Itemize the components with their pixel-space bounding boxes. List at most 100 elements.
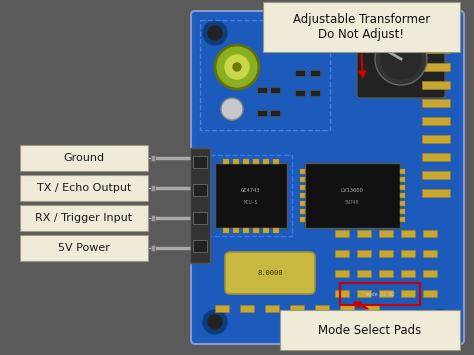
Bar [422,81,450,89]
Bar [243,159,249,164]
Bar [401,290,415,297]
FancyBboxPatch shape [357,20,445,98]
Bar [357,290,371,297]
Bar [422,153,450,161]
Bar [379,310,393,317]
Bar [422,63,450,71]
Text: Mode Select Pads: Mode Select Pads [319,323,422,337]
Bar [290,305,304,312]
Bar [357,250,371,257]
Bar [280,310,460,350]
Bar [335,250,349,257]
Text: TX / Echo Output: TX / Echo Output [37,183,131,193]
Circle shape [233,63,241,71]
Bar [300,169,305,174]
Bar [423,290,437,297]
Text: RX / Trigger Input: RX / Trigger Input [36,213,133,223]
Circle shape [221,98,243,120]
Bar [243,228,249,233]
Bar [401,230,415,237]
Bar [305,163,400,228]
Bar [193,156,207,168]
Bar [257,110,267,116]
Bar [400,177,405,182]
Text: mode R1 R2: mode R1 R2 [365,293,394,297]
Bar [340,283,420,305]
Bar [379,290,393,297]
Bar [300,201,305,206]
Circle shape [433,26,447,40]
Bar [193,212,207,224]
Bar [273,228,279,233]
Bar [300,185,305,190]
Bar [273,159,279,164]
Text: 8.0000: 8.0000 [257,270,283,276]
Bar [401,310,415,317]
Bar [240,305,254,312]
Bar [197,17,458,338]
Text: Ground: Ground [64,153,105,163]
Bar [422,99,450,107]
Circle shape [375,33,427,85]
Bar [400,217,405,222]
Bar [20,235,148,261]
Bar [151,215,155,221]
Bar [295,90,305,96]
Bar [263,2,460,52]
Bar [270,87,280,93]
Circle shape [208,26,222,40]
Bar [423,250,437,257]
Bar [379,250,393,257]
Bar [215,163,287,228]
Bar [423,230,437,237]
Circle shape [428,21,452,45]
Bar [193,184,207,196]
Bar [223,228,229,233]
Bar [233,159,239,164]
Bar [193,240,207,252]
Bar [300,217,305,222]
Bar [315,305,329,312]
Bar [422,117,450,125]
Bar [400,193,405,198]
Bar [190,148,210,263]
Text: GE4743: GE4743 [241,187,261,192]
Circle shape [203,21,227,45]
Bar [253,228,259,233]
Bar [263,159,269,164]
Circle shape [433,315,447,329]
Bar [335,310,349,317]
Bar [310,90,320,96]
Bar [400,185,405,190]
Bar [422,171,450,179]
Bar [151,245,155,251]
Bar [295,70,305,76]
Bar [423,310,437,317]
Bar [263,228,269,233]
Bar [422,189,450,197]
Bar [400,169,405,174]
Circle shape [208,315,222,329]
Bar [401,270,415,277]
Bar [270,110,280,116]
Bar [423,270,437,277]
Circle shape [203,310,227,334]
Bar [265,305,279,312]
FancyBboxPatch shape [225,252,315,294]
Bar [401,250,415,257]
Bar [257,87,267,93]
Circle shape [215,45,259,89]
Bar [422,135,450,143]
Text: LV13600: LV13600 [341,187,364,192]
Bar [335,290,349,297]
Bar [300,177,305,182]
Bar [379,230,393,237]
Bar [233,228,239,233]
Circle shape [225,55,249,79]
Bar [400,209,405,214]
Bar [151,155,155,161]
Bar [340,305,354,312]
Bar [357,270,371,277]
Bar [357,230,371,237]
Bar [20,175,148,201]
